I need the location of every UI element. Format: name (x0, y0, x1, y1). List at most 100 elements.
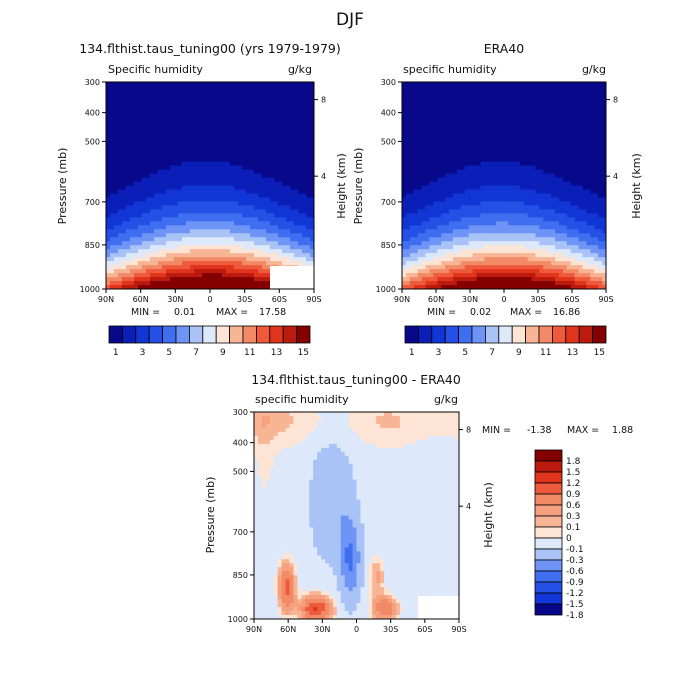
contour-cell (294, 173, 299, 179)
contour-cell (421, 137, 427, 143)
contour-cell (174, 225, 179, 230)
contour-cell (218, 257, 223, 262)
contour-cell (258, 269, 263, 274)
contour-cell (531, 101, 536, 107)
contour-cell (476, 249, 482, 254)
contour-cell (598, 141, 603, 147)
contour-cell (594, 137, 599, 143)
contour-cell (126, 217, 131, 222)
contour-cell (130, 221, 135, 226)
contour-cell (126, 253, 131, 258)
contour-cell (286, 213, 291, 218)
contour-cell (218, 249, 223, 254)
contour-cell (566, 209, 572, 214)
contour-cell (186, 169, 191, 175)
contour-cell (234, 201, 239, 206)
contour-cell (496, 177, 501, 183)
contour-cell (282, 89, 287, 95)
contour-cell (186, 217, 191, 222)
contour-cell (190, 281, 195, 286)
contour-cell (476, 209, 482, 214)
contour-cell (270, 233, 275, 238)
contour-cell (170, 149, 175, 155)
contour-cell (586, 97, 591, 103)
contour-cell (590, 225, 595, 230)
contour-cell (198, 281, 203, 286)
contour-cell (484, 205, 489, 210)
contour-cell (453, 117, 458, 123)
contour-cell (302, 213, 307, 218)
contour-cell (206, 169, 211, 175)
contour-cell (453, 209, 458, 214)
contour-cell (476, 85, 482, 91)
contour-cell (515, 101, 521, 107)
contour-cell (146, 257, 151, 262)
contour-cell (206, 233, 211, 238)
contour-cell (182, 269, 187, 274)
contour-cell (586, 209, 591, 214)
contour-cell (531, 225, 536, 230)
contour-cell (226, 149, 231, 155)
contour-cell (566, 177, 572, 183)
contour-cell (547, 105, 552, 111)
contour-cell (417, 133, 423, 139)
contour-cell (286, 153, 291, 159)
contour-cell (142, 213, 147, 218)
contour-cell (413, 213, 419, 218)
contour-cell (218, 265, 223, 270)
contour-cell (519, 117, 525, 123)
contour-cell (472, 137, 478, 143)
contour-cell (274, 241, 279, 246)
contour-cell (492, 173, 497, 179)
contour-cell (417, 205, 423, 210)
contour-cell (445, 205, 450, 210)
contour-cell (202, 261, 207, 266)
contour-cell (551, 177, 556, 183)
contour-cell (543, 121, 548, 127)
contour-cell (150, 237, 155, 242)
contour-cell (586, 109, 591, 115)
contour-cell (186, 253, 191, 258)
contour-cell (460, 157, 466, 163)
contour-cell (492, 201, 497, 206)
contour-cell (178, 185, 183, 191)
contour-cell (306, 189, 311, 195)
contour-cell (515, 229, 521, 234)
contour-cell (429, 217, 434, 222)
contour-cell (190, 157, 195, 163)
contour-cell (511, 221, 517, 226)
contour-cell (500, 217, 505, 222)
contour-cell (504, 177, 509, 183)
contour-cell (122, 93, 127, 99)
contour-cell (134, 245, 139, 250)
contour-cell (126, 165, 131, 171)
contour-cell (425, 213, 431, 218)
contour-cell (150, 217, 155, 222)
contour-cell (110, 137, 115, 143)
contour-cell (234, 221, 239, 226)
contour-cell (417, 157, 423, 163)
contour-cell (266, 209, 271, 214)
contour-cell (460, 113, 466, 119)
contour-cell (194, 121, 199, 127)
contour-cell (602, 129, 606, 135)
contour-cell (162, 237, 167, 242)
contour-cell (441, 109, 446, 115)
contour-cell (535, 141, 540, 147)
contour-cell (472, 113, 478, 119)
contour-cell (150, 133, 155, 139)
contour-cell (578, 97, 584, 103)
contour-cell (574, 233, 580, 238)
contour-cell (456, 169, 462, 175)
contour-cell (178, 257, 183, 262)
contour-cell (194, 213, 199, 218)
contour-cell (238, 197, 243, 203)
contour-cell (441, 177, 446, 183)
contour-cell (178, 205, 183, 210)
contour-cell (598, 101, 603, 107)
contour-cell (413, 181, 419, 187)
contour-cell (429, 145, 434, 151)
contour-cell (488, 169, 493, 175)
contour-cell (254, 177, 259, 183)
contour-cell (190, 205, 195, 210)
